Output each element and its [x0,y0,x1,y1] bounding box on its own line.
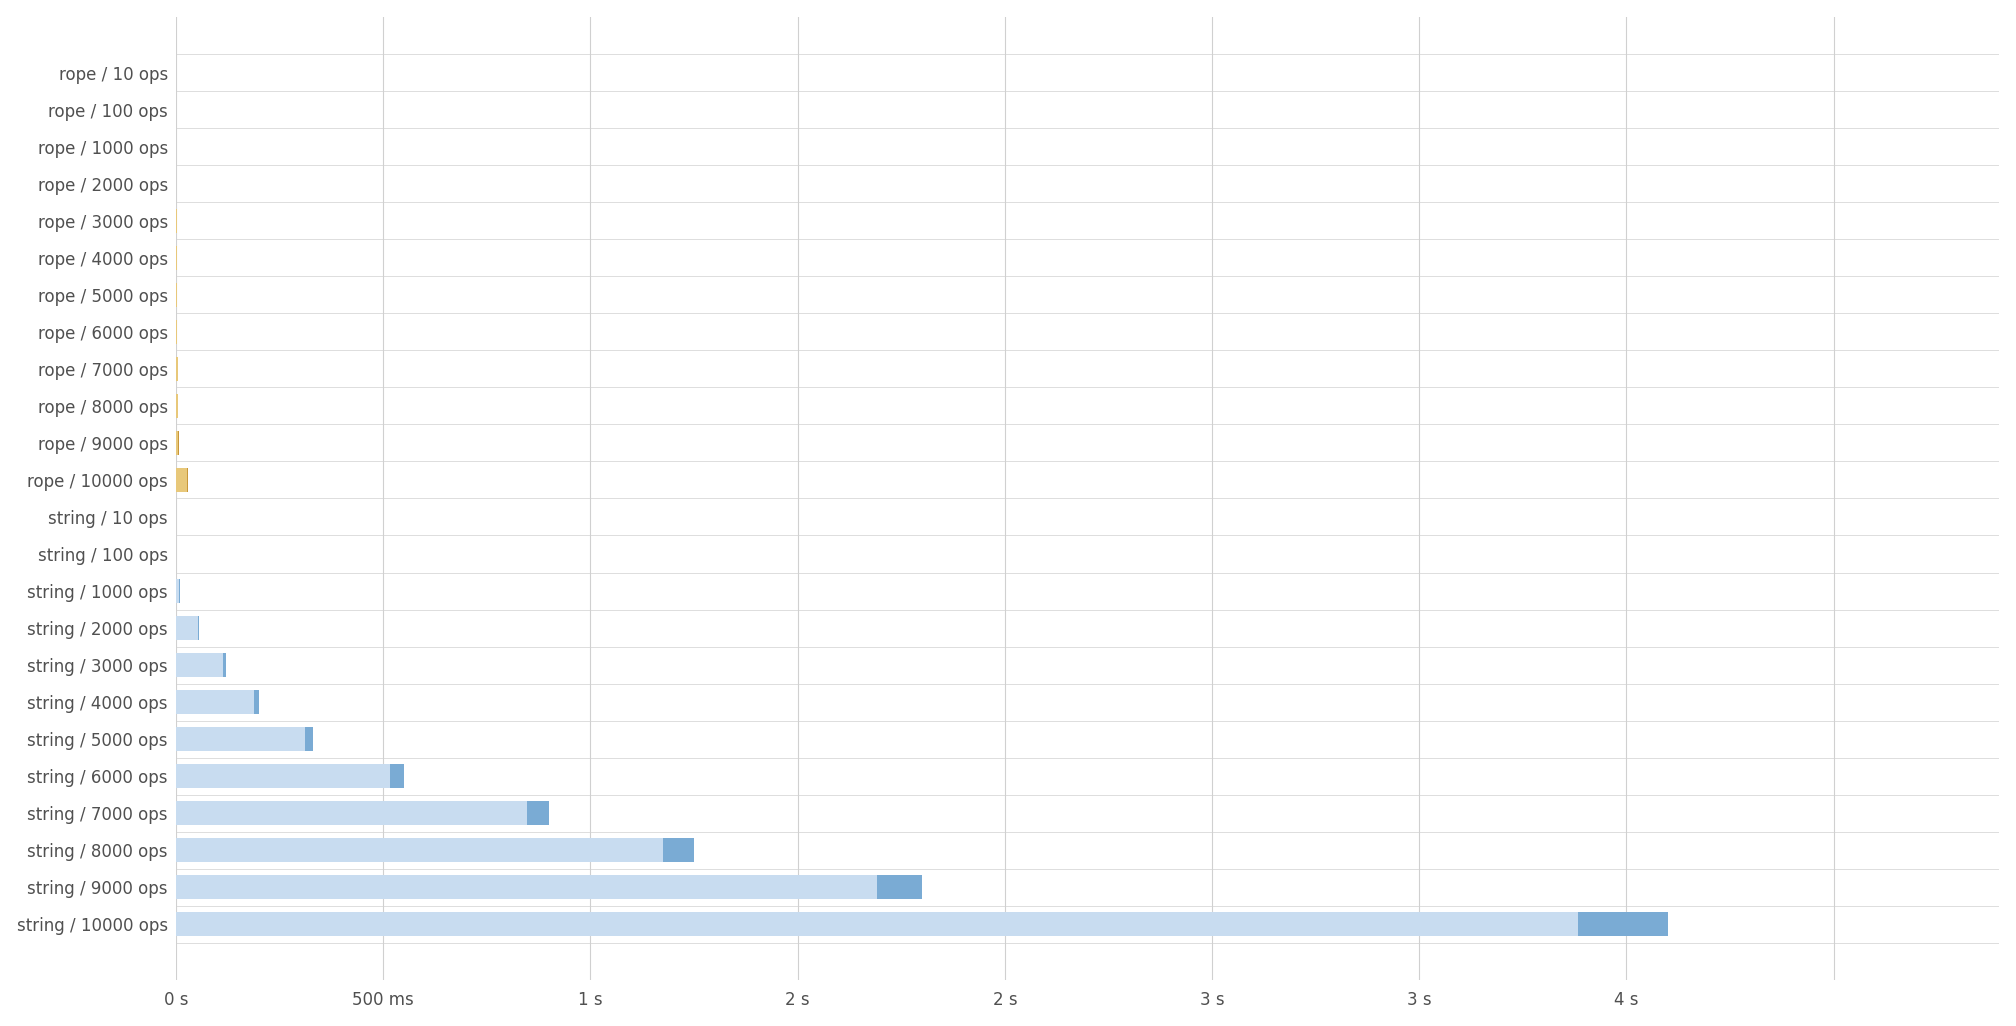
Bar [526,801,548,825]
Bar [304,727,312,751]
Bar [175,875,921,900]
Bar [254,690,258,714]
Bar [175,616,200,640]
Bar [175,727,312,751]
Bar [224,654,226,677]
Bar [175,912,1667,937]
Bar [175,801,548,825]
Bar [175,431,179,455]
Bar [175,654,226,677]
Bar [391,764,403,788]
Bar [1579,912,1667,937]
Bar [175,764,403,788]
Bar [663,838,694,862]
Bar [175,468,187,491]
Bar [175,838,694,862]
Bar [175,579,179,603]
Bar [877,875,921,900]
Bar [175,690,258,714]
